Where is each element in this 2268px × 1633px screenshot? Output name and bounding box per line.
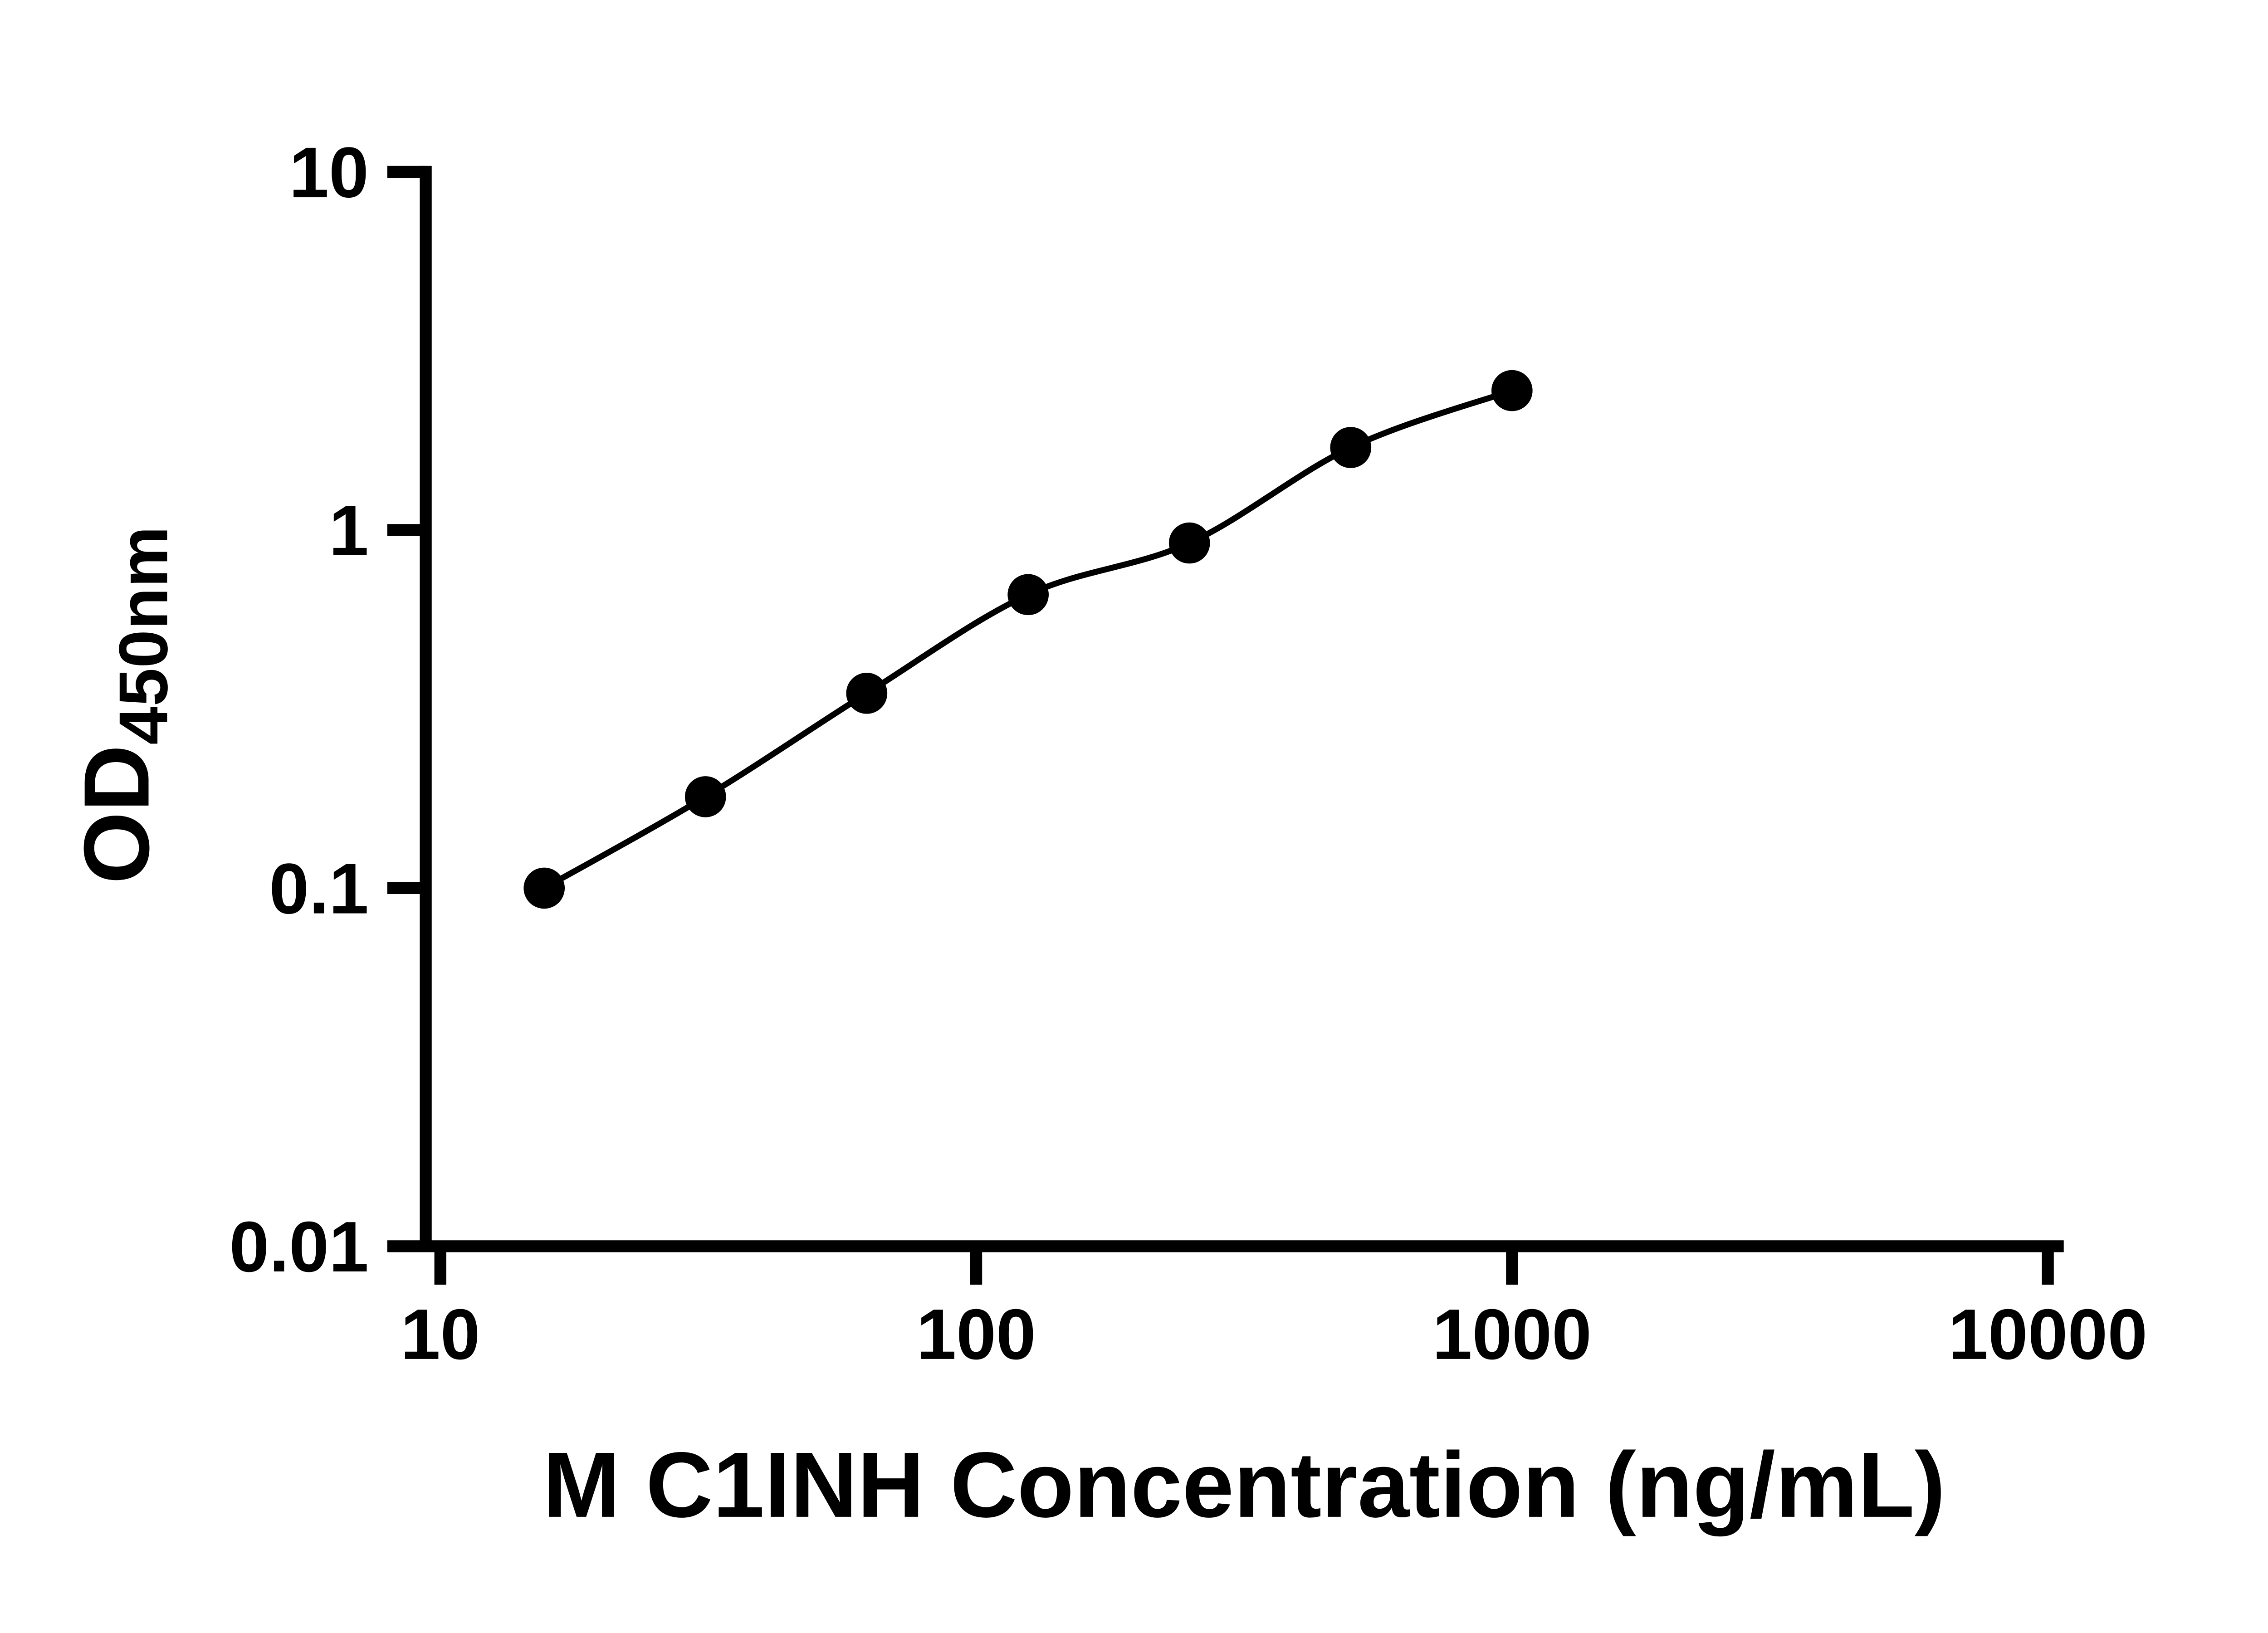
data-point: [1007, 574, 1049, 616]
y-tick-label: 10: [289, 133, 369, 213]
data-point: [846, 673, 888, 714]
x-tick-label: 1000: [1432, 1295, 1592, 1374]
data-point: [1491, 370, 1533, 411]
y-axis-title-base: OD: [65, 745, 168, 884]
y-axis-title: OD450nm: [65, 526, 182, 884]
data-point: [523, 867, 565, 909]
y-tick-label: 0.1: [269, 849, 368, 929]
x-tick-label: 10: [401, 1295, 480, 1374]
y-axis-title-subscript: 450nm: [105, 526, 182, 745]
x-axis-title: M C1INH Concentration (ng/mL): [543, 1433, 1945, 1537]
chart-background: [0, 20, 2268, 1613]
x-tick-label: 10000: [1948, 1295, 2147, 1374]
data-point: [1330, 427, 1372, 468]
data-point: [684, 776, 726, 817]
x-tick-label: 100: [916, 1295, 1036, 1374]
y-tick-label: 1: [329, 491, 369, 571]
data-point: [1168, 522, 1210, 564]
y-tick-label: 0.01: [230, 1207, 369, 1287]
